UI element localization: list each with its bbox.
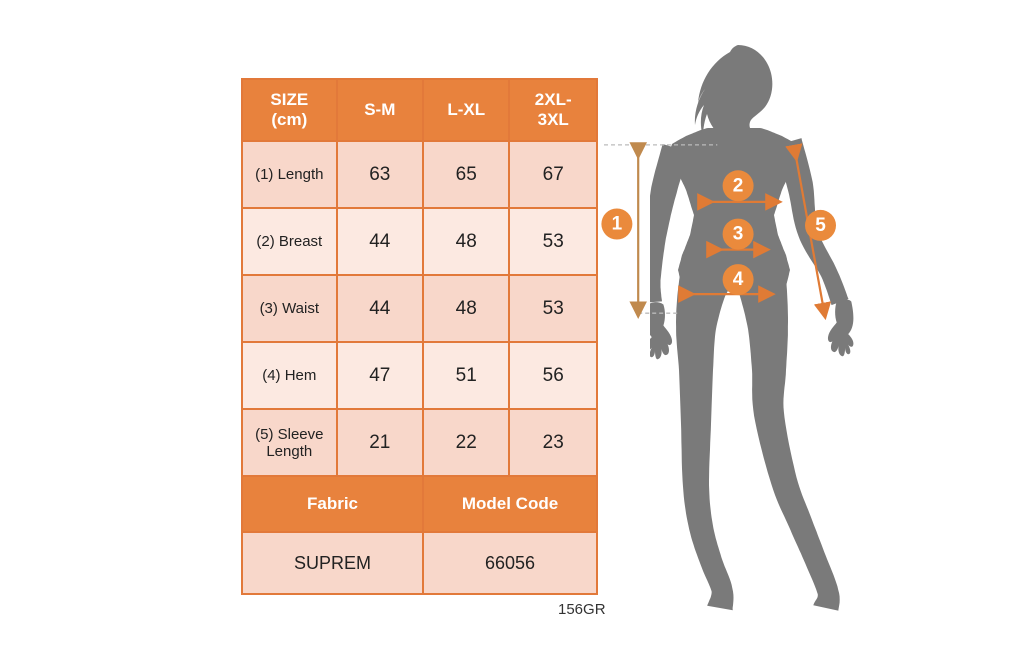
svg-text:1: 1	[612, 214, 623, 235]
